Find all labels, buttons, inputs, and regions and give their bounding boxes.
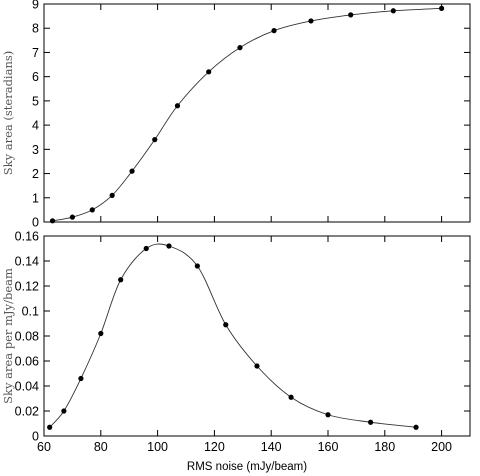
y-tick-label: 0.16 (15, 230, 39, 244)
x-tick-label: 60 (37, 440, 51, 454)
y-tick-label: 4 (32, 119, 39, 133)
y-tick-label: 0.12 (15, 280, 39, 294)
y-axis-title: Sky area per mJy/beam (1, 268, 15, 404)
series-line (52, 7, 442, 222)
data-point (69, 214, 75, 220)
y-tick-label: 7 (32, 46, 39, 60)
data-point (271, 28, 277, 34)
data-point (47, 424, 53, 430)
data-point (390, 8, 396, 14)
data-point (174, 103, 181, 109)
y-tick-label: 0.14 (15, 255, 39, 269)
y-tick-label: 0.1 (22, 305, 39, 319)
data-point (109, 192, 115, 198)
y-tick-label: 9 (32, 0, 39, 12)
data-point (325, 412, 331, 418)
plot-frame (43, 3, 471, 223)
data-point (237, 45, 243, 51)
x-tick-label: 160 (318, 440, 339, 454)
y-axis-title: Sky area (steradians) (1, 51, 15, 176)
data-point (98, 330, 104, 337)
data-point (143, 245, 149, 252)
data-point (206, 69, 212, 75)
data-point (348, 12, 354, 18)
y-tick-label: 8 (32, 22, 39, 36)
data-point (166, 243, 172, 249)
y-tick-label: 0.02 (15, 405, 39, 419)
data-point (152, 137, 158, 143)
y-tick-label: 0 (32, 430, 39, 444)
plot-frame (43, 235, 471, 437)
bottom-chart: 60 80 100 120 140 160 180 200 0 0.02 0.04 0.06 0.08 0… (1, 230, 471, 473)
y-tick-label: 0.08 (15, 330, 39, 344)
y-tick-label: 0.04 (15, 380, 39, 394)
data-point (288, 394, 294, 400)
x-axis-title: RMS noise (mJy/beam) (187, 461, 307, 473)
data-point (368, 419, 374, 425)
y-tick-label: 3 (32, 143, 39, 157)
data-point (49, 218, 56, 224)
data-point (129, 168, 135, 174)
x-tick-label: 100 (147, 440, 168, 454)
y-tick-label: 5 (32, 94, 39, 108)
y-tick-label: 1 (32, 191, 39, 205)
y-tick-label: 6 (32, 70, 39, 84)
x-tick-label: 80 (94, 440, 108, 454)
data-point (118, 277, 124, 283)
x-tick-label: 180 (374, 440, 395, 454)
series-line (49, 243, 417, 428)
data-point (61, 408, 67, 414)
y-tick-label: 0.06 (15, 355, 39, 369)
data-point (78, 375, 84, 382)
data-point (254, 363, 260, 369)
data-point (413, 424, 419, 430)
data-point (194, 263, 200, 269)
y-tick-label: 2 (32, 167, 39, 181)
data-point (308, 18, 314, 24)
top-chart: 0 1 2 3 4 5 6 7 8 9 Sky area (steradians) (1, 0, 471, 230)
data-point (89, 207, 95, 213)
x-tick-label: 120 (204, 440, 225, 454)
x-tick-label: 140 (261, 440, 282, 454)
data-point (439, 5, 445, 11)
y-tick-label: 0 (32, 216, 39, 230)
x-tick-label: 200 (431, 440, 452, 454)
data-point (223, 322, 229, 328)
